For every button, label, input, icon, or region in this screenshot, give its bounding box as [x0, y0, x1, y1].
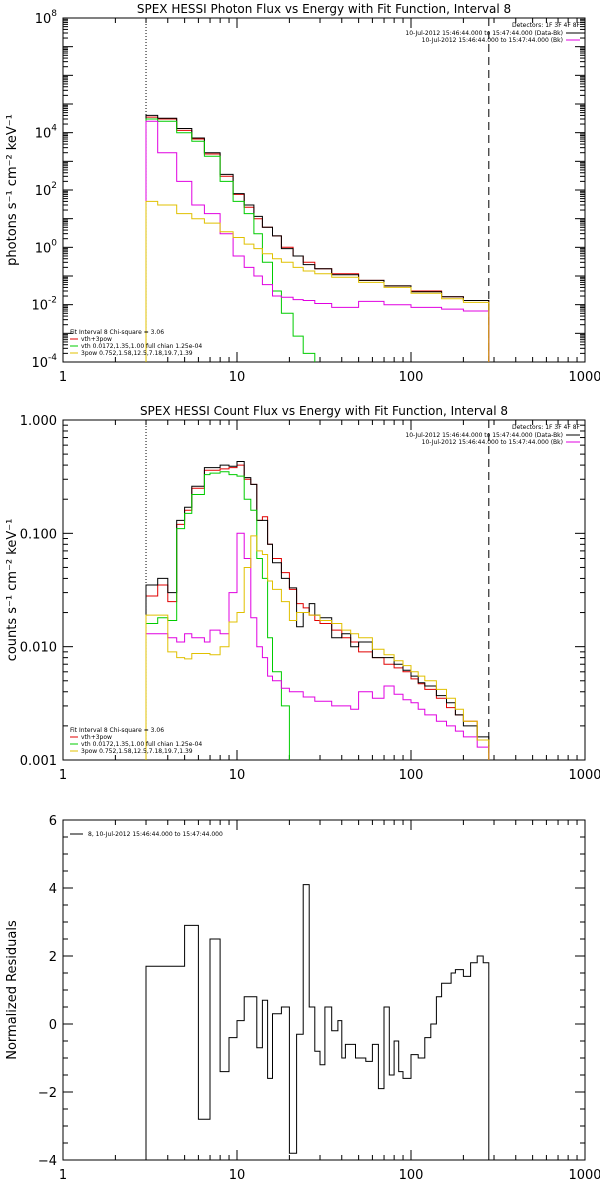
x-tick-label: 10 [229, 370, 246, 385]
y-tick-base: 10 [31, 356, 48, 371]
y-tick-label: 4 [49, 882, 57, 897]
y-tick-exponent: 4 [51, 124, 57, 134]
residual-legend-label: 8, 10-Jul-2012 15:46:44.000 to 15:47:44.… [88, 831, 223, 838]
y-tick-base: 10 [31, 299, 48, 314]
y-tick-exponent: -4 [48, 353, 57, 363]
legend-right-label: 10-Jul-2012 15:46:44.000 to 15:47:44.000… [405, 30, 563, 37]
plot-frame [62, 17, 586, 363]
series-4-line [145, 532, 490, 760]
series-5-line [145, 200, 490, 362]
x-tick-label: 1 [59, 1168, 67, 1183]
x-tick-label: 10 [229, 1168, 246, 1183]
y-tick-label: 0.001 [20, 754, 57, 769]
y-tick-label: 102 [35, 181, 57, 199]
y-tick-exponent: -2 [48, 296, 57, 306]
x-tick-label: 1 [59, 370, 67, 385]
fit-header: Fit Interval 8 Chi-square = 3.06 [70, 727, 164, 734]
y-tick-label: 0.010 [20, 641, 57, 656]
y-tick-base: 10 [35, 241, 52, 256]
x-tick-label: 1000 [568, 768, 600, 783]
panel-3: 1 10 100 1000 −4 −2 0 2 4 6 Normalized Residuals 8,… [5, 814, 600, 1183]
fit-legend-label: vth 0.0172,1.35,1.00 full chian 1.25e-04 [81, 343, 202, 350]
y-tick-label: 0 [49, 1018, 57, 1033]
panel-2: SPEX HESSI Count Flux vs Energy with Fit… [5, 404, 600, 783]
y-tick-label: −4 [38, 1154, 57, 1169]
y-tick-label: 104 [35, 124, 58, 142]
x-tick-label: 1000 [568, 370, 600, 385]
legend-right-label: 10-Jul-2012 15:46:44.000 to 15:47:44.000… [405, 432, 563, 439]
x-tick-label: 10 [229, 768, 246, 783]
y-tick-label: 6 [49, 814, 57, 829]
y-axis-label: photons s⁻¹ cm⁻² keV⁻¹ [5, 114, 20, 266]
series-2-line [145, 461, 490, 760]
fit-legend-label: vth+3pow [81, 336, 112, 343]
y-tick-base: 10 [35, 127, 52, 142]
y-tick-exponent: 0 [51, 238, 57, 248]
detectors-label: Detectors: 1F 3F 4F 8F [512, 22, 581, 29]
x-tick-label: 100 [399, 1168, 424, 1183]
fit-legend-label: vth 0.0172,1.35,1.00 full chian 1.25e-04 [81, 741, 202, 748]
plot-frame [62, 819, 586, 1161]
y-tick-base: 10 [35, 184, 52, 199]
y-tick-label: −2 [38, 1086, 57, 1101]
series-3-line [145, 471, 290, 760]
y-tick-label: 108 [35, 9, 58, 27]
y-tick-label: 10-4 [31, 353, 57, 371]
series-5-line [145, 535, 490, 760]
series-3-line [145, 118, 316, 362]
x-tick-label: 1000 [568, 1168, 600, 1183]
series-1-line [145, 116, 490, 362]
plot-frame [62, 419, 586, 761]
x-tick-label: 100 [399, 768, 424, 783]
y-tick-exponent: 8 [51, 9, 57, 19]
y-axis-label: Normalized Residuals [5, 920, 20, 1060]
panel-1: SPEX HESSI Photon Flux vs Energy with Fi… [5, 2, 600, 385]
x-tick-label: 100 [399, 370, 424, 385]
series-2-line [145, 114, 490, 362]
x-tick-label: 1 [59, 768, 67, 783]
y-tick-exponent: 2 [51, 181, 57, 191]
y-tick-label: 100 [35, 238, 58, 256]
fit-legend-label: 3pow 0.752,1.58,12.5,7.18,19.7,1.39 [81, 748, 193, 755]
fit-header: Fit Interval 8 Chi-square = 3.06 [70, 329, 164, 336]
y-tick-label: 0.100 [20, 527, 57, 542]
series-1-line [145, 464, 490, 760]
chart-title: SPEX HESSI Photon Flux vs Energy with Fi… [137, 2, 511, 16]
series-1-line [145, 884, 490, 1160]
series-4-line [145, 120, 490, 362]
chart-title: SPEX HESSI Count Flux vs Energy with Fit… [140, 404, 508, 418]
y-tick-base: 10 [35, 12, 52, 27]
y-axis-label: counts s⁻¹ cm⁻² keV⁻¹ [5, 519, 20, 662]
fit-legend-label: vth+3pow [81, 734, 112, 741]
y-tick-label: 1.000 [20, 414, 57, 429]
detectors-label: Detectors: 1F 3F 4F 8F [512, 424, 581, 431]
legend-right-label: 10-Jul-2012 15:46:44.000 to 15:47:44.000… [422, 37, 563, 44]
y-tick-label: 10-2 [31, 296, 57, 314]
y-tick-label: 2 [49, 950, 57, 965]
legend-right-label: 10-Jul-2012 15:46:44.000 to 15:47:44.000… [422, 439, 563, 446]
fit-legend-label: 3pow 0.752,1.58,12.5,7.18,19.7,1.39 [81, 350, 193, 357]
